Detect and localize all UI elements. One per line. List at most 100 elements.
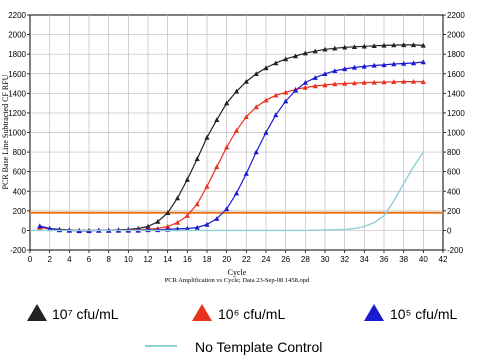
data-point: [312, 48, 318, 54]
chart-caption: PCR Amplification vs Cycle; Data 23-Sep-…: [165, 277, 310, 284]
legend-label-ntc: No Template Control: [195, 339, 322, 355]
data-point: [174, 220, 181, 225]
data-point: [332, 45, 338, 51]
x-tick-label: 8: [106, 255, 111, 264]
tick-labels: 0 2 4 6 8 10 12 14 16 18 20 22 24 26 28 30 32 34 36 38 40 42-…: [8, 11, 465, 264]
series-line: [30, 151, 424, 232]
data-point: [420, 42, 426, 48]
data-point: [361, 80, 367, 85]
data-point: [292, 87, 299, 93]
data-point: [224, 144, 230, 150]
data-point: [224, 206, 230, 212]
data-point: [381, 62, 387, 68]
legend-label-1e6: 10⁶ cfu/mL: [218, 306, 285, 322]
data-point: [401, 79, 407, 84]
data-point: [243, 79, 249, 84]
data-point: [361, 43, 367, 49]
data-point: [243, 114, 249, 119]
legend-triangle-icon: [364, 304, 384, 321]
data-point: [381, 79, 387, 85]
y-tick-label: 1600: [8, 70, 26, 79]
legend-label-1e7: 10⁷ cfu/mL: [52, 306, 119, 322]
y-tick-label: 800: [13, 148, 27, 157]
y-tick-label-right: 200: [447, 207, 461, 216]
data-point: [263, 129, 269, 135]
data-point: [194, 224, 200, 230]
data-point: [420, 59, 426, 65]
data-point: [361, 63, 367, 69]
data-point: [233, 88, 240, 94]
data-point: [214, 117, 220, 122]
data-point: [214, 216, 220, 221]
data-point: [371, 62, 377, 68]
data-point: [204, 183, 210, 189]
data-point: [155, 219, 161, 224]
data-point: [322, 71, 328, 76]
x-tick-label: 32: [340, 255, 349, 264]
data-point: [233, 190, 240, 196]
x-tick-label: 36: [380, 255, 389, 264]
data-point: [381, 42, 387, 48]
data-point: [322, 46, 328, 52]
y-tick-label-right: 800: [447, 148, 461, 157]
y-tick-label: 1800: [8, 50, 26, 59]
data-point: [302, 80, 308, 85]
data-point: [312, 83, 318, 89]
y-tick-label: 1400: [8, 89, 26, 98]
y-tick-label: 2200: [8, 11, 26, 20]
series-3: [30, 151, 424, 232]
data-point: [312, 75, 318, 80]
x-tick-label: 24: [262, 255, 271, 264]
data-point: [273, 60, 279, 66]
y-tick-label-right: 1800: [447, 50, 465, 59]
data-point: [273, 112, 279, 118]
y-tick-label: 1200: [8, 109, 26, 118]
y-tick-label-right: 1600: [447, 70, 465, 79]
y-tick-label: 200: [13, 207, 27, 216]
legend-item-1e6: 10⁶ cfu/mL: [192, 304, 285, 322]
data-point: [342, 80, 348, 86]
legend-label-1e5: 10⁵ cfu/mL: [390, 306, 457, 322]
data-point: [283, 98, 289, 104]
data-point: [194, 156, 200, 162]
data-point: [253, 71, 259, 76]
x-tick-label: 34: [360, 255, 369, 264]
data-point: [410, 42, 417, 48]
y-tick-label-right: 1000: [447, 129, 465, 138]
x-tick-label: 12: [144, 255, 153, 264]
data-point: [401, 42, 407, 48]
data-point: [391, 42, 397, 48]
x-tick-label: 10: [124, 255, 133, 264]
data-point: [145, 223, 151, 229]
data-point: [37, 223, 43, 229]
x-tick-label: 38: [399, 255, 408, 264]
x-tick-label: 22: [242, 255, 251, 264]
data-point: [332, 81, 338, 87]
data-point: [243, 171, 249, 176]
data-point: [174, 195, 181, 201]
y-tick-label-right: 2200: [447, 11, 465, 20]
y-tick-label-right: 1200: [447, 109, 465, 118]
series-layer: [30, 42, 426, 234]
legend-item-1e5: 10⁵ cfu/mL: [364, 304, 457, 322]
data-point: [401, 60, 407, 66]
data-point: [184, 213, 190, 218]
x-tick-label: 26: [281, 255, 290, 264]
x-tick-label: 28: [301, 255, 310, 264]
y-tick-label: 1000: [8, 129, 26, 138]
data-point: [342, 44, 348, 50]
data-point: [263, 65, 269, 71]
y-tick-label: 2000: [8, 31, 26, 40]
data-point: [194, 201, 200, 207]
data-point: [165, 210, 171, 215]
x-tick-label: 30: [321, 255, 330, 264]
data-point: [233, 127, 240, 133]
data-point: [165, 223, 171, 229]
data-point: [302, 84, 308, 90]
x-tick-label: 42: [439, 255, 448, 264]
data-point: [391, 61, 397, 67]
data-point: [410, 60, 417, 66]
data-point: [332, 68, 338, 73]
x-tick-label: 16: [183, 255, 192, 264]
